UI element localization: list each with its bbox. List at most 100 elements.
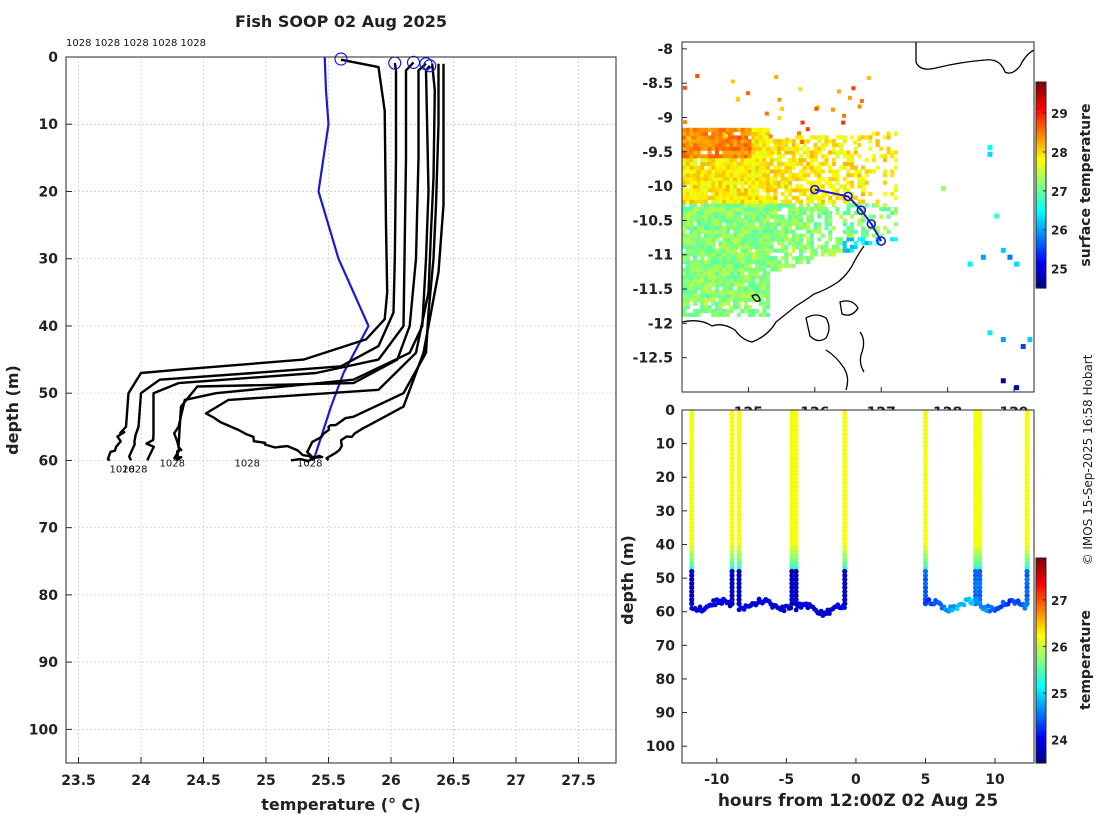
colorbar-segment xyxy=(1036,181,1046,186)
sst-pixel xyxy=(744,188,749,193)
sst-pixel xyxy=(886,131,891,136)
sst-pixel xyxy=(703,308,708,314)
sst-pixel xyxy=(852,140,857,145)
section-point xyxy=(922,580,929,587)
section-point xyxy=(977,463,983,470)
colorbar-tick-label: 28 xyxy=(1051,146,1068,160)
sst-pixel xyxy=(718,139,723,144)
colorbar-segment xyxy=(1036,109,1046,114)
sst-pixel xyxy=(729,282,734,287)
sst-pixel xyxy=(725,222,730,227)
section-point xyxy=(789,544,795,550)
section-point xyxy=(729,572,735,579)
sst-pixel xyxy=(729,184,734,189)
colorbar-segment xyxy=(1036,595,1046,600)
sst-pixel xyxy=(689,173,694,178)
sst-pixel xyxy=(740,142,745,148)
section-point xyxy=(972,484,979,490)
sst-pixel xyxy=(758,222,763,227)
sst-pixel xyxy=(809,233,814,238)
section-point xyxy=(793,492,799,498)
colorbar-segment xyxy=(1036,281,1046,286)
sst-pixel xyxy=(703,195,708,200)
sst-pixel xyxy=(729,131,734,136)
sst-pixel xyxy=(703,184,708,189)
sst-pixel xyxy=(722,176,727,182)
profile-x-axis-label: temperature (° C) xyxy=(261,795,420,814)
sst-pixel xyxy=(740,188,745,193)
sst-pixel xyxy=(751,225,756,231)
colorbar-segment xyxy=(1036,178,1046,183)
sst-pixel xyxy=(1000,337,1006,343)
sst-pixel xyxy=(714,248,719,253)
sst-pixel xyxy=(824,241,829,246)
sst-pixel xyxy=(842,161,847,166)
sst-pixel xyxy=(685,180,690,185)
section-point xyxy=(736,597,742,603)
sst-pixel xyxy=(722,127,727,132)
sst-pixel xyxy=(714,293,719,299)
sst-pixel xyxy=(758,278,763,283)
sst-pixel xyxy=(762,290,767,295)
section-point xyxy=(736,592,742,599)
sst-pixel xyxy=(850,237,855,242)
sst-pixel xyxy=(685,127,690,132)
sst-pixel xyxy=(729,161,734,166)
sst-pixel xyxy=(751,176,756,182)
sst-pixel xyxy=(893,184,898,189)
sst-pixel xyxy=(718,184,723,189)
sst-pixel xyxy=(703,161,708,166)
sst-pixel xyxy=(689,214,694,219)
section-point xyxy=(789,451,795,457)
sst-pixel xyxy=(740,225,745,231)
sst-pixel xyxy=(692,188,698,193)
sst-pixel xyxy=(736,278,741,283)
sst-pixel xyxy=(700,252,705,257)
sst-pixel xyxy=(784,176,789,182)
section-point xyxy=(1024,512,1030,518)
section-point xyxy=(736,528,742,534)
sst-pixel xyxy=(711,195,716,200)
section-point xyxy=(729,488,735,494)
sst-pixel xyxy=(733,274,738,280)
sst-pixel xyxy=(835,154,840,159)
section-point xyxy=(729,419,735,425)
sst-pixel xyxy=(806,154,811,159)
sst-pixel xyxy=(766,139,771,144)
sst-pixel xyxy=(689,278,694,283)
section-point xyxy=(789,443,795,449)
sst-pixel xyxy=(725,267,730,272)
sst-pixel xyxy=(980,254,986,260)
colorbar-segment xyxy=(1036,246,1046,251)
sst-pixel xyxy=(824,207,829,212)
map-y-tick-label: -8.5 xyxy=(642,76,673,92)
sst-pixel xyxy=(725,308,730,314)
sst-pixel xyxy=(695,74,700,79)
sst-pixel xyxy=(780,225,785,231)
sst-pixel xyxy=(733,218,738,223)
sst-pixel xyxy=(733,290,738,295)
sst-pixel xyxy=(802,207,807,212)
section-point xyxy=(922,544,929,550)
sst-pixel xyxy=(776,207,782,212)
sst-pixel xyxy=(817,165,822,170)
sst-pixel xyxy=(744,229,749,234)
sst-pixel xyxy=(747,142,752,148)
sst-pixel xyxy=(842,135,847,140)
sst-pixel xyxy=(696,263,701,268)
section-point xyxy=(689,463,695,470)
sst-pixel xyxy=(776,157,782,163)
sst-pixel xyxy=(769,222,774,227)
sst-pixel xyxy=(758,263,763,268)
sst-pixel xyxy=(857,154,862,159)
sst-pixel xyxy=(696,142,701,148)
sst-pixel xyxy=(841,120,846,125)
sst-pixel xyxy=(703,210,708,215)
map-y-tick-label: -8 xyxy=(657,42,673,58)
sst-pixel xyxy=(802,256,807,261)
section-point xyxy=(736,484,742,490)
sst-pixel xyxy=(868,169,873,174)
sst-pixel xyxy=(773,225,778,231)
map-y-tick-label: -9.5 xyxy=(642,145,673,161)
sst-pixel xyxy=(725,259,730,265)
